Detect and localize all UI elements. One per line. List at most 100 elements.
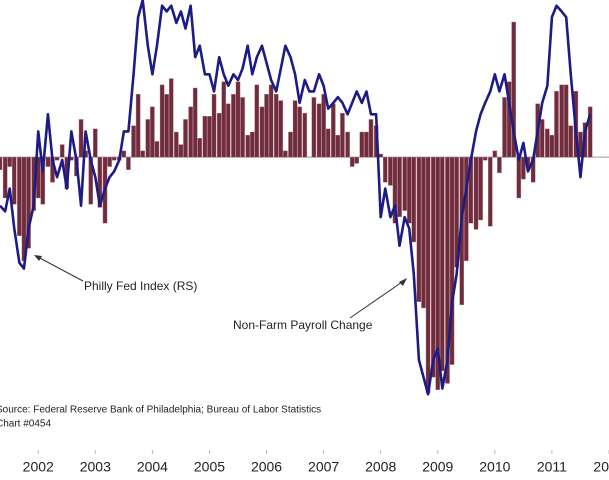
bar	[445, 156, 450, 384]
bar	[59, 144, 65, 158]
bar	[406, 156, 412, 224]
bar	[121, 150, 127, 158]
bar	[568, 125, 574, 158]
bar	[421, 156, 426, 309]
x-tick-label: 2012	[593, 459, 609, 475]
bar	[250, 131, 255, 158]
annotation-arrow	[35, 255, 84, 282]
bar	[154, 141, 160, 158]
bar	[364, 131, 369, 158]
bar	[383, 156, 388, 183]
bar	[168, 78, 174, 158]
x-tick-label: 2008	[365, 459, 396, 475]
bar	[521, 156, 526, 180]
x-tick-label: 2004	[137, 459, 168, 475]
bar	[211, 94, 217, 158]
bar	[111, 156, 117, 161]
bar	[107, 156, 112, 167]
bar	[202, 116, 208, 158]
bar	[135, 94, 141, 158]
bar	[93, 128, 98, 158]
x-tick-label: 2009	[422, 459, 453, 475]
bar	[192, 87, 198, 158]
bar	[292, 100, 298, 158]
bar	[159, 84, 165, 158]
bar	[7, 156, 12, 167]
bar	[392, 156, 398, 224]
bar	[316, 103, 322, 158]
bar	[492, 150, 498, 158]
bar	[563, 84, 569, 158]
bar	[354, 156, 359, 164]
bar	[488, 156, 493, 227]
bar	[216, 112, 222, 158]
bar	[12, 156, 17, 205]
bar	[235, 81, 241, 158]
arrow-head	[34, 255, 42, 261]
bar	[554, 90, 559, 158]
bar	[254, 84, 260, 158]
bar	[288, 131, 293, 158]
bar	[321, 94, 326, 158]
bar	[430, 156, 436, 378]
bar	[231, 94, 236, 158]
bar	[97, 156, 103, 208]
bar	[278, 100, 284, 158]
bar	[335, 134, 341, 158]
bar	[402, 156, 407, 211]
bar	[297, 106, 302, 158]
bar	[140, 150, 145, 158]
bar	[502, 97, 507, 158]
x-tick-label: 2010	[479, 459, 510, 475]
bar	[188, 106, 193, 158]
bar	[340, 112, 345, 158]
bar	[497, 156, 502, 174]
bar	[54, 156, 60, 161]
bar	[145, 119, 151, 158]
bar	[264, 94, 269, 158]
bar	[17, 156, 22, 236]
bar	[45, 156, 51, 167]
bar	[183, 119, 188, 158]
bar	[164, 94, 169, 158]
bar	[2, 156, 8, 199]
line	[0, 0, 592, 396]
bar	[440, 156, 445, 372]
bar	[131, 125, 136, 158]
bar	[311, 97, 317, 158]
bar	[207, 116, 212, 158]
bar	[397, 156, 402, 218]
x-tick-label: 2005	[194, 459, 225, 475]
x-tick-label: 2002	[23, 459, 54, 475]
bar	[325, 128, 331, 158]
x-tick-label: 2011	[537, 459, 567, 475]
bar	[368, 119, 374, 158]
bar	[425, 156, 431, 394]
bar	[516, 156, 522, 199]
bar	[349, 156, 355, 167]
bar	[449, 156, 455, 365]
bar	[259, 106, 265, 158]
x-tick-label: 2006	[251, 459, 282, 475]
bar	[126, 156, 131, 170]
annotation-arrow	[349, 279, 406, 319]
bar	[78, 119, 84, 158]
bar	[174, 131, 179, 158]
bar	[197, 138, 203, 158]
bar	[511, 21, 516, 158]
source-note: Source: Federal Reserve Bank of Philadel…	[0, 405, 321, 416]
bar	[416, 156, 422, 302]
bar	[411, 156, 417, 243]
bar	[539, 119, 545, 158]
bar	[482, 156, 488, 161]
arrow-head	[399, 278, 407, 286]
bar	[345, 131, 350, 158]
bar	[240, 97, 245, 158]
annotation: Philly Fed Index (RS)	[84, 279, 197, 293]
bar	[268, 84, 274, 158]
bar	[273, 94, 279, 158]
annotation: Non-Farm Payroll Change	[233, 318, 373, 332]
bar	[245, 134, 250, 158]
chart-id: Chart #0454	[0, 419, 51, 430]
